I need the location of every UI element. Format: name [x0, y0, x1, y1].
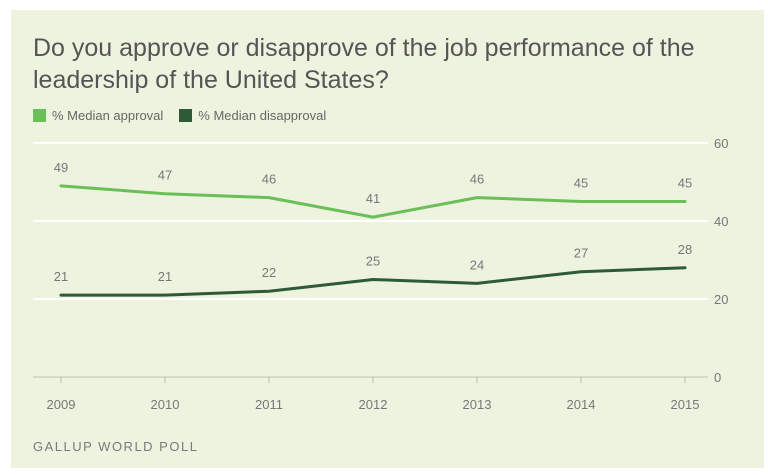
approval-data-label: 41 — [366, 191, 380, 206]
disapproval-data-label: 22 — [262, 265, 276, 280]
source-credit: GALLUP WORLD POLL — [33, 439, 199, 454]
y-tick-label: 40 — [714, 214, 728, 229]
legend-label-disapproval: % Median disapproval — [198, 108, 327, 123]
y-tick-label: 0 — [714, 370, 721, 385]
disapproval-series-line — [59, 266, 687, 297]
legend-item-approval: % Median approval — [33, 108, 163, 123]
legend-label-approval: % Median approval — [52, 108, 164, 123]
x-tick-label: 2015 — [671, 397, 700, 412]
y-tick-label: 20 — [714, 292, 728, 307]
approval-data-label: 49 — [54, 160, 68, 175]
approval-data-label: 46 — [470, 172, 484, 187]
x-tick-label: 2011 — [255, 397, 283, 412]
disapproval-data-label: 21 — [158, 269, 172, 284]
disapproval-data-label: 25 — [366, 254, 380, 269]
disapproval-data-label: 24 — [470, 257, 484, 272]
approval-data-label: 46 — [262, 172, 276, 187]
line-chart: 0 20 40 60 2009 2010 2011 2012 2013 2014 2015 49 47 4… — [33, 136, 728, 412]
legend-item-disapproval: % Median disapproval — [179, 108, 326, 123]
approval-data-label: 45 — [678, 176, 692, 191]
disapproval-data-label: 27 — [574, 246, 588, 261]
x-tick-label: 2012 — [359, 397, 388, 412]
chart-legend: % Median approval % Median disapproval — [33, 108, 326, 123]
x-tick-label: 2009 — [47, 397, 76, 412]
x-tick-label: 2014 — [567, 397, 596, 412]
legend-swatch-disapproval — [179, 109, 193, 122]
chart-title: Do you approve or disapprove of the job … — [33, 34, 695, 94]
approval-data-label: 47 — [158, 168, 172, 183]
approval-series-line — [59, 184, 687, 219]
approval-data-label: 45 — [574, 176, 588, 191]
x-tick-label: 2013 — [463, 397, 492, 412]
legend-swatch-approval — [33, 109, 46, 122]
x-tick-label: 2010 — [151, 397, 180, 412]
disapproval-data-label: 28 — [678, 242, 692, 257]
y-tick-label: 60 — [714, 136, 728, 151]
disapproval-data-label: 21 — [54, 269, 68, 284]
chart-panel: Do you approve or disapprove of the job … — [11, 10, 764, 468]
